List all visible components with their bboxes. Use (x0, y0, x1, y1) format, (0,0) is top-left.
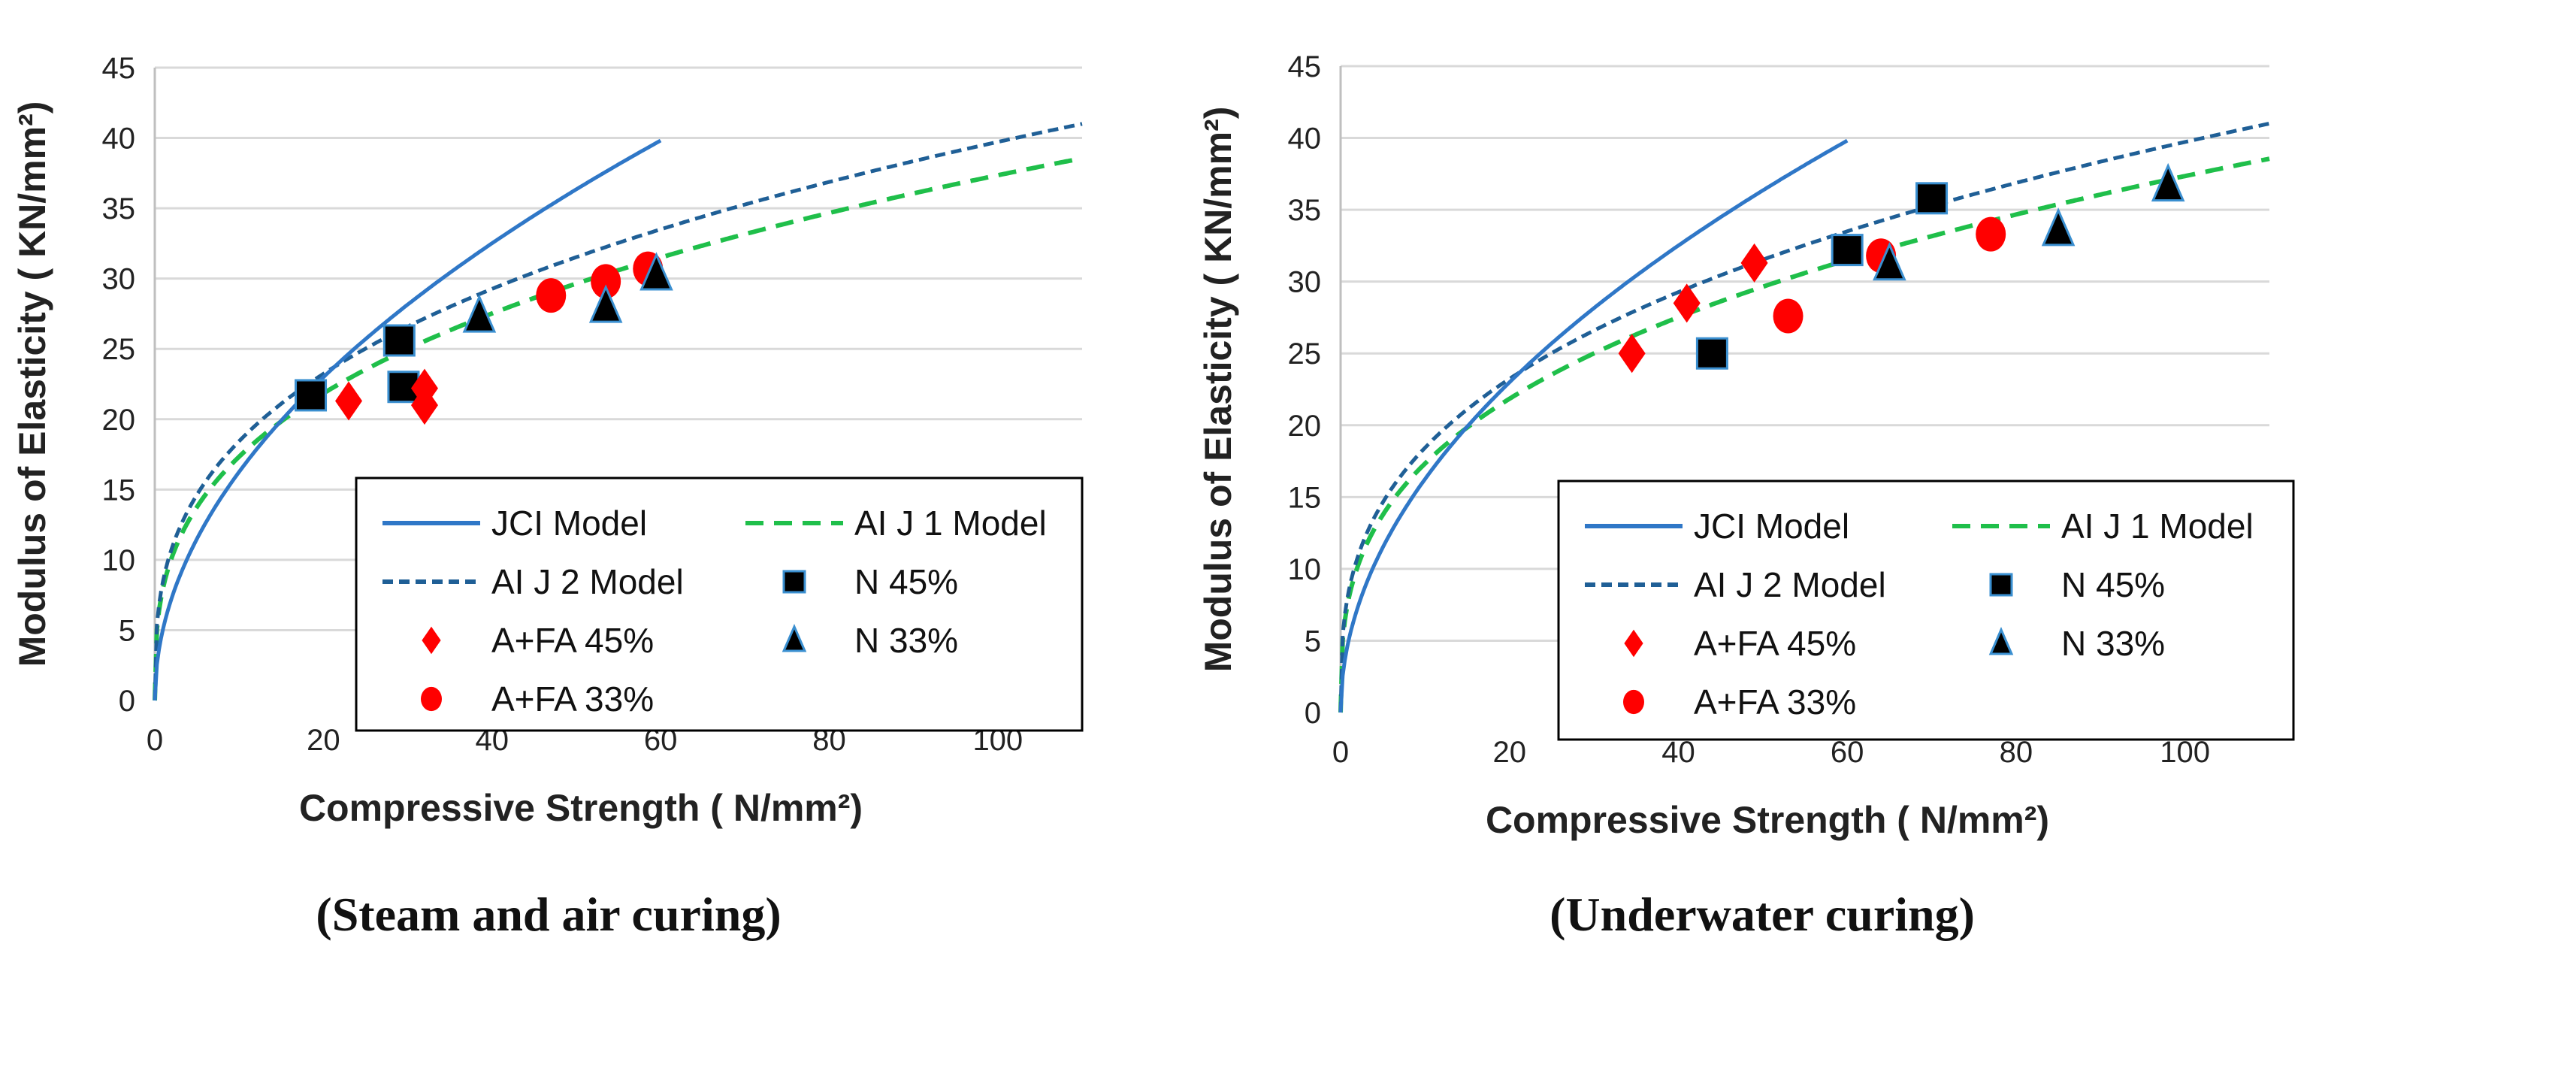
aij1-model-line (1338, 156, 2270, 713)
y-tick-label: 30 (1288, 266, 1322, 299)
x-tick-label: 0 (147, 724, 163, 757)
y-tick-label: 0 (119, 685, 135, 718)
legend-label: JCI Model (1694, 507, 1849, 546)
y-axis-title: Modulus of Elasticity ( KN/mm²) (11, 101, 53, 667)
chart-1: 0 5 10 15 20 25 30 35 40 45 0 20 40 60 80 100 Compressiv… (1197, 50, 2295, 841)
y-tick-label: 40 (1288, 123, 1322, 156)
point-n-45- (1695, 337, 1728, 370)
x-tick-label: 20 (307, 724, 340, 757)
legend-swatch-marker (782, 570, 806, 594)
point-a-fa-33- (591, 264, 621, 299)
y-tick-label: 20 (102, 404, 136, 437)
y-tick-label: 40 (102, 123, 136, 156)
legend-label: AI J 1 Model (854, 504, 1047, 543)
legend-swatch-marker (1989, 573, 2013, 597)
y-axis-title: Modulus of Elasticity ( KN/mm²) (1197, 107, 1239, 673)
y-tick-label: 10 (102, 544, 136, 577)
y-tick-label: 25 (1288, 337, 1322, 371)
caption-left: (Steam and air curing) (316, 888, 782, 941)
y-tick-label: 15 (102, 473, 136, 507)
y-tick-label: 5 (1305, 625, 1321, 658)
legend-label: N 33% (2061, 624, 2165, 663)
legend-label: A+FA 33% (1694, 682, 1856, 722)
y-tick-label: 0 (1305, 697, 1321, 730)
legend-swatch-marker (422, 626, 441, 655)
legend-swatch-marker (1624, 629, 1643, 658)
y-tick-label: 20 (1288, 410, 1322, 443)
point-a-fa-45- (1673, 283, 1701, 323)
legend (355, 477, 1084, 732)
legend-label: JCI Model (491, 504, 647, 543)
y-tick-label: 45 (102, 52, 136, 85)
legend-swatch-marker (782, 624, 807, 652)
x-axis-title: Compressive Strength ( N/mm²) (1486, 799, 2049, 841)
caption-right: (Underwater curing) (1550, 888, 1975, 941)
point-n-45- (382, 324, 416, 357)
point-n-45- (1831, 234, 1864, 267)
point-n-45- (295, 379, 328, 412)
legend-label: A+FA 45% (491, 621, 654, 660)
jci-model-line (153, 138, 662, 701)
legend-label: A+FA 45% (1694, 624, 1856, 663)
legend-label: N 45% (854, 562, 958, 601)
x-tick-label: 20 (1492, 736, 1526, 769)
y-tick-label: 30 (102, 263, 136, 296)
y-tick-label: 15 (1288, 481, 1322, 514)
point-n-33- (639, 252, 673, 291)
point-n-33- (462, 294, 497, 333)
point-n-33- (1873, 241, 1906, 281)
point-a-fa-45- (335, 381, 363, 421)
x-tick-label: 40 (1661, 736, 1695, 769)
point-a-fa-33- (536, 278, 567, 313)
legend-label: N 45% (2061, 565, 2165, 604)
point-n-33- (2151, 162, 2185, 202)
legend-label: AI J 1 Model (2061, 507, 2254, 546)
x-tick-label: 100 (2160, 736, 2210, 769)
y-tick-label: 35 (1288, 194, 1322, 227)
legend-label: AI J 2 Model (491, 562, 684, 601)
y-tick-label: 45 (1288, 50, 1322, 83)
point-a-fa-45- (410, 386, 438, 425)
point-n-33- (2041, 207, 2076, 247)
legend-swatch-marker (421, 686, 442, 712)
jci-model-line (1338, 138, 1849, 713)
legend-label: N 33% (854, 621, 958, 660)
point-n-33- (588, 284, 623, 323)
legend-label: AI J 2 Model (1694, 565, 1886, 604)
x-axis-title: Compressive Strength ( N/mm²) (299, 787, 863, 829)
y-tick-label: 5 (119, 614, 135, 647)
x-tick-label: 80 (2000, 736, 2033, 769)
x-tick-label: 60 (1831, 736, 1864, 769)
point-a-fa-33- (1976, 216, 2006, 252)
point-n-45- (1915, 182, 1949, 215)
legend-swatch-marker (1623, 689, 1644, 715)
legend-label: A+FA 33% (491, 679, 654, 719)
x-tick-label: 0 (1332, 736, 1349, 769)
point-a-fa-45- (1740, 243, 1768, 283)
aij2-model-line (1338, 121, 2270, 713)
y-tick-label: 35 (102, 192, 136, 225)
y-tick-label: 25 (102, 333, 136, 366)
y-tick-label: 10 (1288, 553, 1322, 586)
point-a-fa-33- (1773, 298, 1804, 334)
point-a-fa-45- (1618, 334, 1646, 374)
legend-swatch-marker (1988, 627, 2014, 655)
